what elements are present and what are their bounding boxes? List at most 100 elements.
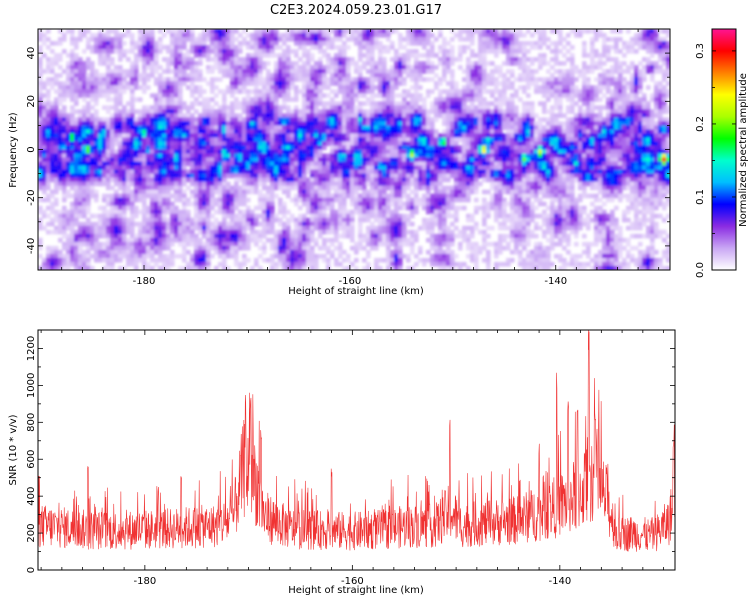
heatmap-cell bbox=[546, 85, 551, 90]
heatmap-cell bbox=[114, 37, 119, 42]
heatmap-cell bbox=[150, 109, 155, 114]
heatmap-cell bbox=[158, 101, 163, 106]
heatmap-cell bbox=[270, 105, 275, 110]
heatmap-cell bbox=[494, 145, 499, 151]
heatmap-cell bbox=[382, 65, 387, 70]
heatmap-cell bbox=[510, 41, 515, 46]
heatmap-cell bbox=[266, 137, 271, 143]
heatmap-cell bbox=[358, 85, 363, 90]
heatmap-cell bbox=[482, 133, 487, 139]
heatmap-cell bbox=[334, 165, 339, 171]
heatmap-cell bbox=[602, 145, 607, 151]
heatmap-cell bbox=[174, 109, 179, 114]
heatmap-cell bbox=[110, 141, 115, 147]
heatmap-cell bbox=[274, 33, 279, 38]
heatmap-cell bbox=[210, 141, 215, 147]
heatmap-cell bbox=[126, 177, 131, 183]
heatmap-cell bbox=[602, 41, 607, 46]
heatmap-cell bbox=[114, 141, 119, 147]
heatmap-cell bbox=[158, 45, 163, 50]
heatmap-cell bbox=[514, 45, 519, 50]
heatmap-cell bbox=[366, 97, 371, 102]
heatmap-cell bbox=[202, 113, 207, 118]
heatmap-cell bbox=[390, 141, 395, 147]
heatmap-cell bbox=[454, 85, 459, 90]
heatmap-cell bbox=[98, 77, 103, 82]
heatmap-cell bbox=[574, 33, 579, 38]
heatmap-cell bbox=[466, 129, 471, 135]
heatmap-cell bbox=[438, 165, 443, 171]
heatmap-cell bbox=[418, 137, 423, 143]
heatmap-cell bbox=[166, 45, 171, 50]
heatmap-cell bbox=[578, 125, 583, 131]
heatmap-cell bbox=[234, 73, 239, 78]
heatmap-cell bbox=[238, 65, 243, 70]
heatmap-cell bbox=[50, 69, 55, 74]
heatmap-cell bbox=[78, 149, 83, 155]
heatmap-cell bbox=[50, 109, 55, 114]
heatmap-cell bbox=[454, 145, 459, 151]
heatmap-cell bbox=[402, 121, 407, 126]
heatmap-cell bbox=[566, 69, 571, 74]
heatmap-cell bbox=[482, 113, 487, 118]
heatmap-cell bbox=[310, 89, 315, 94]
heatmap-cell bbox=[330, 173, 335, 179]
heatmap-cell bbox=[234, 145, 239, 151]
heatmap-cell bbox=[530, 73, 535, 78]
heatmap-cell bbox=[482, 37, 487, 42]
heatmap-cell bbox=[258, 117, 263, 122]
heatmap-cell bbox=[322, 145, 327, 151]
heatmap-cell bbox=[334, 137, 339, 143]
heatmap-cell bbox=[122, 161, 127, 167]
heatmap-cell bbox=[606, 77, 611, 82]
heatmap-cell bbox=[570, 109, 575, 114]
heatmap-cell bbox=[390, 149, 395, 155]
heatmap-cell bbox=[166, 137, 171, 143]
heatmap-cell bbox=[482, 85, 487, 90]
heatmap-cell bbox=[190, 149, 195, 155]
heatmap-cell bbox=[522, 57, 527, 62]
heatmap-cell bbox=[594, 165, 599, 171]
heatmap-cell bbox=[134, 169, 139, 175]
heatmap-cell bbox=[518, 173, 523, 179]
heatmap-cell bbox=[246, 145, 251, 151]
heatmap-cell bbox=[270, 145, 275, 151]
heatmap-cell bbox=[378, 93, 383, 98]
heatmap-cell bbox=[546, 45, 551, 50]
heatmap-cell bbox=[654, 33, 659, 38]
heatmap-cell bbox=[158, 81, 163, 86]
heatmap-cell bbox=[290, 65, 295, 70]
heatmap-cell bbox=[418, 161, 423, 167]
heatmap-cell bbox=[218, 77, 223, 82]
heatmap-cell bbox=[218, 45, 223, 50]
heatmap-cell bbox=[602, 141, 607, 147]
heatmap-cell bbox=[462, 37, 467, 42]
heatmap-cell bbox=[194, 145, 199, 151]
heatmap-cell bbox=[446, 169, 451, 175]
heatmap-cell bbox=[322, 137, 327, 143]
heatmap-cell bbox=[186, 53, 191, 58]
heatmap-cell bbox=[198, 33, 203, 38]
heatmap-cell bbox=[482, 101, 487, 106]
heatmap-cell bbox=[42, 137, 47, 143]
heatmap-cell bbox=[490, 129, 495, 135]
heatmap-cell bbox=[618, 85, 623, 90]
heatmap-cell bbox=[358, 53, 363, 58]
heatmap-cell bbox=[274, 101, 279, 106]
heatmap-cell bbox=[590, 61, 595, 66]
heatmap-cell bbox=[358, 33, 363, 38]
heatmap-cell bbox=[586, 113, 591, 118]
heatmap-cell bbox=[370, 49, 375, 54]
heatmap-cell bbox=[114, 89, 119, 94]
heatmap-cell bbox=[338, 141, 343, 147]
heatmap-cell bbox=[594, 105, 599, 110]
heatmap-cell bbox=[310, 53, 315, 58]
heatmap-cell bbox=[166, 49, 171, 54]
heatmap-cell bbox=[198, 77, 203, 82]
heatmap-cell bbox=[194, 109, 199, 114]
heatmap-cell bbox=[190, 49, 195, 54]
heatmap-cell bbox=[574, 141, 579, 147]
heatmap-cell bbox=[338, 117, 343, 122]
heatmap-cell bbox=[386, 33, 391, 38]
heatmap-cell bbox=[454, 121, 459, 126]
